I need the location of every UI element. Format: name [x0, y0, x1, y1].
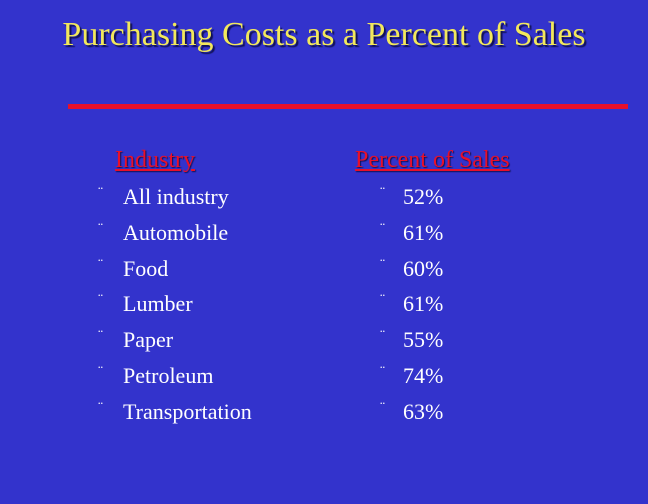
- industry-cell: Lumber: [123, 291, 193, 317]
- percent-cell: 61%: [403, 219, 444, 245]
- bullet: ¨: [98, 364, 103, 380]
- bullet: ¨: [380, 399, 385, 416]
- percent-cell: 63%: [403, 398, 444, 424]
- bullet: ¨: [98, 328, 103, 345]
- industry-cell: Petroleum: [123, 363, 214, 388]
- industry-cell: Automobile: [123, 219, 229, 245]
- percent-cell: 74%: [403, 363, 444, 388]
- bullet: ¨: [98, 220, 103, 237]
- industry-cell: Paper: [123, 327, 174, 353]
- industry-cell: Transportation: [123, 398, 252, 424]
- bullet: ¨: [380, 220, 385, 237]
- bullet: ¨: [98, 292, 103, 309]
- bullet: ¨: [380, 292, 385, 309]
- bullet: ¨: [98, 399, 103, 416]
- bullet: ¨: [380, 328, 385, 345]
- title-rule: [68, 104, 628, 109]
- percent-cell: 60%: [403, 255, 444, 281]
- percent-cell: 52%: [403, 184, 444, 209]
- slide-title: Purchasing Costs as a Percent of Sales: [62, 16, 586, 53]
- percent-cell: 61%: [403, 291, 444, 317]
- bullet: ¨: [98, 256, 103, 273]
- bullet: ¨: [98, 185, 103, 201]
- bullet: ¨: [380, 364, 385, 380]
- bullet: ¨: [380, 185, 385, 201]
- column-header: Percent of Sales: [355, 147, 510, 173]
- bullet: ¨: [380, 256, 385, 273]
- column-header: Industry: [115, 147, 195, 173]
- industry-cell: All industry: [123, 184, 229, 209]
- percent-cell: 55%: [403, 327, 444, 353]
- industry-cell: Food: [123, 255, 169, 281]
